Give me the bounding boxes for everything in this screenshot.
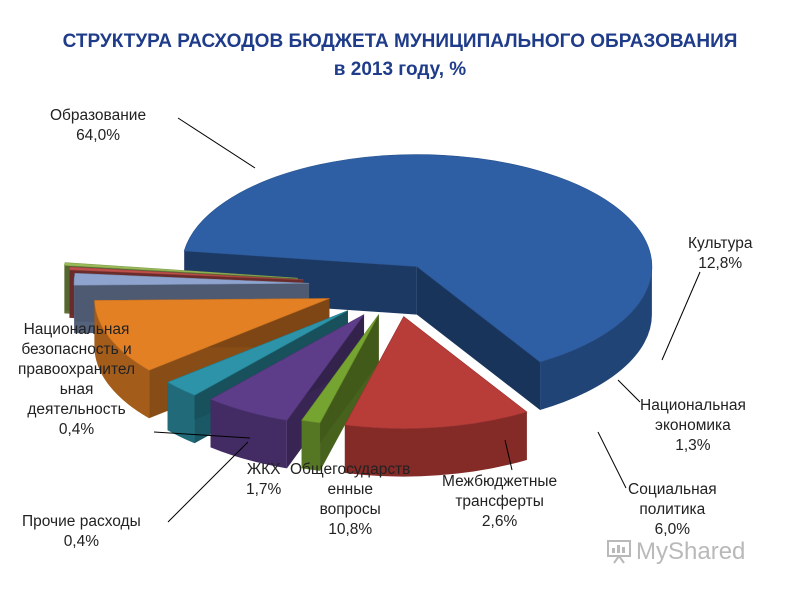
label-social: Социальная политика 6,0% [628,481,717,538]
pie-slice-wall-1-0 [344,411,527,477]
label-culture: Культура 12,8% [688,235,753,272]
leader-line-2 [617,379,641,403]
pie-slice-1 [344,316,528,477]
leader-line-6 [153,431,251,439]
pie-slice-wall-4-0 [167,382,195,444]
label-security: Национальная безопасность и правоохранител… [18,321,136,438]
leader-line-4 [504,439,513,471]
leader-line-5 [167,441,249,523]
pie-slice-wall-5-0 [94,300,150,419]
pie-slice-wall-0-0 [540,266,652,410]
pie-slice-side-end-0 [416,266,541,410]
label-transfers: Межбюджетные трансферты 2,6% [442,473,558,530]
pie-slice-top-2 [301,314,380,424]
presentation-board-icon [607,540,631,564]
pie-slice-top-5 [94,298,330,371]
pie-slice-top-1 [344,316,528,429]
label-education: Образование 64,0% [50,107,147,144]
label-other: Прочие расходы 0,4% [22,513,141,550]
watermark-text: MyShared [636,538,746,565]
leader-line-1 [661,271,701,361]
leader-line-0 [177,117,256,169]
chart-title-line: СТРУКТУРА РАСХОДОВ БЮДЖЕТА МУНИЦИПАЛЬНОГ… [62,31,738,52]
pie-slice-wall-2-0 [301,420,321,471]
chart-subtitle: в 2013 году, % [333,59,467,80]
pie-slice-2 [301,314,380,471]
leader-line-3 [597,431,627,489]
pie-slice-wall-3-0 [210,399,287,469]
pie-slice-top-4 [166,310,349,396]
watermark: MyShared [606,538,745,566]
label-housing: ЖКХ 1,7% [246,461,282,498]
label-general: Общегосударств енные вопросы 10,8% [290,461,411,538]
chart-title: СТРУКТУРА РАСХОДОВ БЮДЖЕТА МУНИЦИПАЛЬНОГ… [0,28,800,84]
pie-slice-top-3 [209,314,365,421]
pie-slice-top-6 [73,272,310,286]
pie-slice-side-end-2 [301,314,379,469]
pie-slice-top-0 [183,154,653,363]
pie-slice-top-7 [69,266,304,281]
pie-slice-top-8 [63,262,298,279]
label-economy: Национальная экономика 1,3% [640,397,746,454]
